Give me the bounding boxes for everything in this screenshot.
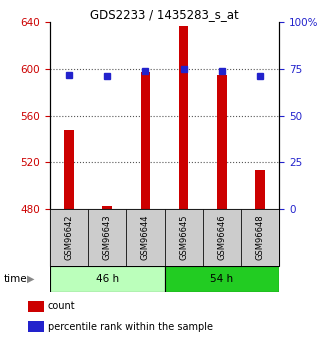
Text: GSM96642: GSM96642 bbox=[65, 215, 74, 260]
Text: percentile rank within the sample: percentile rank within the sample bbox=[48, 322, 213, 332]
Bar bbox=[28, 321, 44, 333]
Bar bbox=[50, 266, 164, 292]
Text: 46 h: 46 h bbox=[96, 274, 119, 284]
Bar bbox=[256, 170, 265, 209]
Bar bbox=[88, 209, 126, 266]
Text: GSM96646: GSM96646 bbox=[217, 214, 226, 260]
Bar bbox=[50, 209, 88, 266]
Bar bbox=[102, 206, 112, 209]
Bar bbox=[179, 26, 188, 209]
Bar bbox=[141, 72, 150, 209]
Bar bbox=[64, 129, 74, 209]
Text: GSM96643: GSM96643 bbox=[103, 214, 112, 260]
Bar bbox=[203, 209, 241, 266]
Bar bbox=[164, 209, 203, 266]
Text: time: time bbox=[3, 274, 27, 284]
Bar bbox=[126, 209, 164, 266]
Bar bbox=[241, 209, 279, 266]
Bar bbox=[28, 300, 44, 312]
Text: count: count bbox=[48, 301, 75, 311]
Title: GDS2233 / 1435283_s_at: GDS2233 / 1435283_s_at bbox=[90, 8, 239, 21]
Text: 54 h: 54 h bbox=[210, 274, 233, 284]
Text: GSM96648: GSM96648 bbox=[256, 214, 265, 260]
Bar bbox=[164, 266, 279, 292]
Text: GSM96644: GSM96644 bbox=[141, 215, 150, 260]
Text: GSM96645: GSM96645 bbox=[179, 215, 188, 260]
Text: ▶: ▶ bbox=[27, 274, 35, 284]
Bar bbox=[217, 75, 227, 209]
